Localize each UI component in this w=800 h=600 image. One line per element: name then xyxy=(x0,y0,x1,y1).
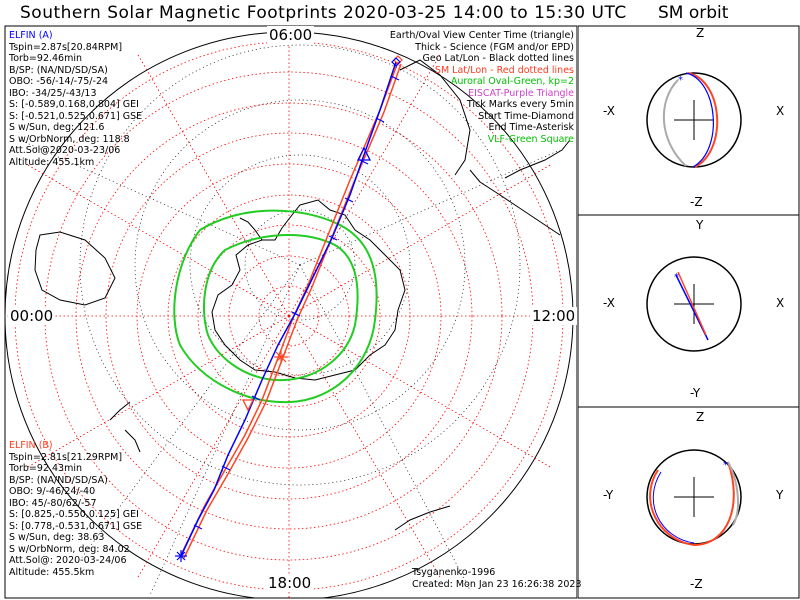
info-line: B/SP: (NA/ND/SD/SA) xyxy=(9,474,108,486)
axis-label: Z xyxy=(696,410,705,424)
elfin-a-view-triangle xyxy=(356,146,372,161)
info-line: Tspin=2.87s[20.84RPM] xyxy=(9,41,123,53)
info-line: S w/Sun, deg: 38.63 xyxy=(9,532,105,543)
svg-text:*: * xyxy=(678,75,683,86)
antarctic-peninsula xyxy=(239,217,263,241)
elfin-b-view-triangle xyxy=(241,399,255,412)
elfin-b-name: ELFIN (B) xyxy=(9,440,53,451)
legend: Earth/Oval View Center Time (triangle) T… xyxy=(390,30,574,145)
clock-label-right: 12:00 xyxy=(530,307,578,325)
info-line: S w/Sun, deg: 121.6 xyxy=(9,122,105,133)
info-line: S: [0.825,-0.550,0.125] GEI xyxy=(9,509,139,520)
elfin-b-track xyxy=(181,61,402,559)
axis-label: -Y xyxy=(603,488,614,502)
page-title: Southern Solar Magnetic Footprints 2020-… xyxy=(20,3,627,23)
info-line: OBO: 9/-46/24/-40 xyxy=(9,486,96,497)
geo-latlon-grid xyxy=(19,44,561,596)
elfin-a-tick-marks xyxy=(193,75,400,530)
legend-item: VLF-Green Square xyxy=(487,133,574,145)
axis-label: Y xyxy=(776,488,784,502)
legend-item: Tick Marks every 5min xyxy=(466,99,574,110)
legend-item: Auroral Oval-Green, kp=2 xyxy=(450,76,574,87)
info-line: Att.Sol@: 2020-03-24/06 xyxy=(9,555,127,566)
elfin-a-start-marker xyxy=(391,57,401,67)
info-line: S: [-0.589,0.168,0.804] GEI xyxy=(9,99,139,110)
axis-label: -X xyxy=(603,104,615,118)
info-line: IBO: -34/25/-43/13 xyxy=(9,87,97,99)
svg-text:*: * xyxy=(674,272,679,283)
sm-orbit-panels: * * * xyxy=(578,25,800,599)
elfin-a-end-asterisk xyxy=(175,550,187,562)
elfin-b-info: ELFIN (B) Tspin=2.81s[21.29RPM] Torb=92.… xyxy=(9,440,142,578)
axis-label: Y xyxy=(696,218,704,232)
elfin-a-name: ELFIN (A) xyxy=(9,30,53,41)
info-line: S: [0.778,-0.531,0.671] GSE xyxy=(9,520,143,532)
south-america-coastline xyxy=(469,139,571,236)
sm-orbit-title: SM orbit xyxy=(658,3,729,23)
info-line: Altitude: 455.1km xyxy=(9,156,95,168)
sm-panel-xz: * xyxy=(646,72,742,168)
new-zealand-coastline xyxy=(109,401,141,453)
clock-label-bottom: 18:00 xyxy=(266,574,314,592)
australia-coastline xyxy=(34,231,116,306)
clock-label-top: 06:00 xyxy=(267,26,315,44)
africa-coastline xyxy=(399,59,471,176)
axis-label: -X xyxy=(603,296,615,310)
model-credit: Tsyganenko-1996 xyxy=(412,567,496,578)
axis-label: X xyxy=(776,296,785,310)
created-timestamp: Created: Mon Jan 23 16:26:38 2023 xyxy=(412,578,582,590)
elfin-a-info: ELFIN (A) Tspin=2.87s[20.84RPM] Torb=92.… xyxy=(9,30,142,168)
axis-label: -Z xyxy=(690,195,703,209)
credits: Tsyganenko-1996 Created: Mon Jan 23 16:2… xyxy=(412,567,582,590)
sm-panel-frame xyxy=(578,25,800,599)
info-line: S: [-0.521,0.525,0.671] GSE xyxy=(9,110,143,122)
legend-item: End Time-Asterisk xyxy=(488,122,574,133)
legend-item: EISCAT-Purple Triangle xyxy=(468,87,574,99)
info-line: S w/OrbNorm, deg: 84.02 xyxy=(9,543,130,555)
elfin-a-track xyxy=(180,61,397,557)
info-line: IBO: 45/-80/62/-57 xyxy=(9,497,97,509)
legend-item: Thick - Science (FGM and/or EPD) xyxy=(415,41,574,53)
elfin-b-end-asterisk xyxy=(274,350,288,364)
axis-label: X xyxy=(776,104,785,118)
sm-panel-xy: * xyxy=(646,256,742,352)
axis-label: -Z xyxy=(690,577,703,591)
info-line: S w/OrbNorm, deg: 118.8 xyxy=(9,133,130,145)
legend-item: Start Time-Diamond xyxy=(478,110,574,122)
sm-panel-yz: * xyxy=(646,449,742,547)
axis-label: Z xyxy=(696,26,705,40)
info-line: Torb=92.46min xyxy=(9,53,83,64)
pacific-islands xyxy=(394,505,451,531)
info-line: Altitude: 455.5km xyxy=(9,566,95,578)
info-line: Att.Sol@2020-03-23/06 xyxy=(9,145,121,156)
info-line: B/SP: (NA/ND/SD/SA) xyxy=(9,64,108,76)
clock-label-left: 00:00 xyxy=(8,307,56,325)
legend-item: Earth/Oval View Center Time (triangle) xyxy=(389,30,574,41)
svg-text:*: * xyxy=(723,460,728,471)
legend-item: SM Lat/Lon - Red dotted lines xyxy=(434,64,574,76)
auroral-oval xyxy=(173,209,378,404)
info-line: OBO: -56/-14/-75/-24 xyxy=(9,76,109,87)
axis-label: -Y xyxy=(690,386,701,400)
info-line: Tspin=2.81s[21.29RPM] xyxy=(9,451,123,463)
legend-item: Geo Lat/Lon - Black dotted lines xyxy=(422,53,574,64)
info-line: Torb=92.43min xyxy=(9,463,83,474)
